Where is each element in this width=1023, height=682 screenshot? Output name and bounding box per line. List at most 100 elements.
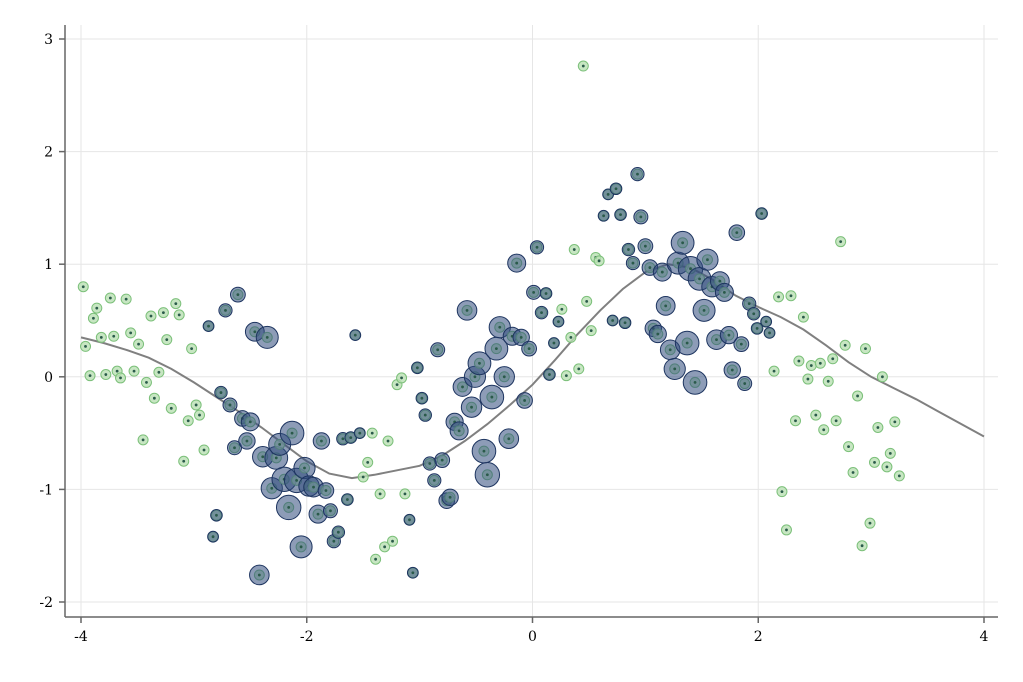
point-center (211, 535, 215, 539)
point-center (868, 521, 872, 525)
point-center (735, 231, 739, 235)
data-point (498, 428, 520, 450)
point-center (856, 394, 859, 398)
data-point (186, 343, 198, 355)
data-point (529, 240, 545, 255)
point-center (287, 506, 291, 509)
data-point (539, 287, 553, 300)
data-point (374, 488, 386, 500)
data-point (125, 327, 137, 339)
data-point (202, 320, 215, 333)
data-point (872, 421, 884, 433)
data-point (573, 363, 585, 375)
point-center (400, 376, 403, 380)
data-point (719, 326, 739, 345)
data-point (839, 339, 851, 351)
point-center (485, 473, 489, 477)
data-point (471, 438, 497, 464)
point-center (278, 442, 282, 446)
data-point (763, 326, 776, 339)
point-center (876, 426, 880, 429)
data-point (406, 566, 419, 579)
point-center (780, 490, 784, 494)
data-point (161, 334, 173, 346)
data-point (625, 255, 641, 271)
data-point (240, 412, 260, 432)
point-center (353, 333, 357, 337)
point-center (893, 420, 897, 424)
point-center (839, 240, 843, 244)
data-point (331, 525, 346, 539)
data-point (403, 513, 416, 526)
point-center (332, 539, 336, 543)
data-point (157, 307, 169, 319)
data-point (614, 208, 627, 221)
point-center (224, 308, 227, 312)
point-center (473, 375, 477, 379)
point-center (548, 373, 551, 376)
point-center (408, 518, 411, 522)
data-point (847, 467, 859, 479)
point-center (95, 306, 99, 310)
point-center (312, 485, 315, 489)
point-center (228, 403, 232, 407)
data-point (140, 376, 152, 388)
point-center (664, 304, 668, 308)
x-tick-label: -4 (74, 629, 88, 645)
point-center (349, 436, 353, 440)
point-center (177, 313, 181, 317)
point-center (295, 478, 298, 482)
y-tick-label: -1 (39, 482, 53, 498)
point-center (631, 261, 635, 265)
point-center (685, 341, 689, 345)
point-center (777, 295, 780, 299)
data-point (552, 315, 565, 328)
data-point (399, 488, 411, 500)
data-point (893, 470, 905, 482)
point-center (636, 172, 639, 176)
point-center (316, 512, 320, 516)
data-point (357, 471, 369, 483)
data-point (568, 244, 580, 256)
data-point (655, 295, 676, 316)
data-point (173, 309, 185, 321)
data-point (474, 462, 501, 488)
point-center (219, 391, 223, 394)
data-point (238, 432, 256, 450)
point-center (623, 321, 627, 325)
data-point (516, 392, 533, 409)
point-center (527, 347, 531, 351)
point-center (802, 315, 805, 319)
data-point (737, 376, 753, 392)
data-point (889, 416, 901, 428)
data-point (507, 253, 527, 273)
data-point (418, 408, 432, 422)
data-point (526, 284, 542, 300)
point-center (515, 261, 519, 265)
point-center (215, 513, 218, 517)
data-point (104, 292, 116, 304)
point-center (84, 344, 87, 348)
point-center (698, 277, 701, 281)
point-center (502, 375, 506, 379)
data-point (793, 355, 805, 367)
data-point (534, 305, 549, 320)
data-point (308, 504, 328, 524)
point-center (461, 385, 464, 389)
data-point (317, 482, 335, 499)
point-center (124, 297, 128, 301)
point-center (141, 438, 145, 442)
point-center (498, 325, 502, 329)
data-point (859, 343, 871, 355)
point-center (236, 293, 240, 297)
point-center (261, 455, 265, 459)
data-point (593, 255, 605, 267)
data-point (881, 461, 893, 473)
data-point (760, 315, 773, 328)
data-point (434, 452, 451, 469)
data-point (733, 336, 750, 353)
data-point (415, 391, 429, 405)
point-center (797, 359, 801, 363)
y-tick-label: -2 (39, 595, 53, 611)
data-point (768, 365, 780, 377)
